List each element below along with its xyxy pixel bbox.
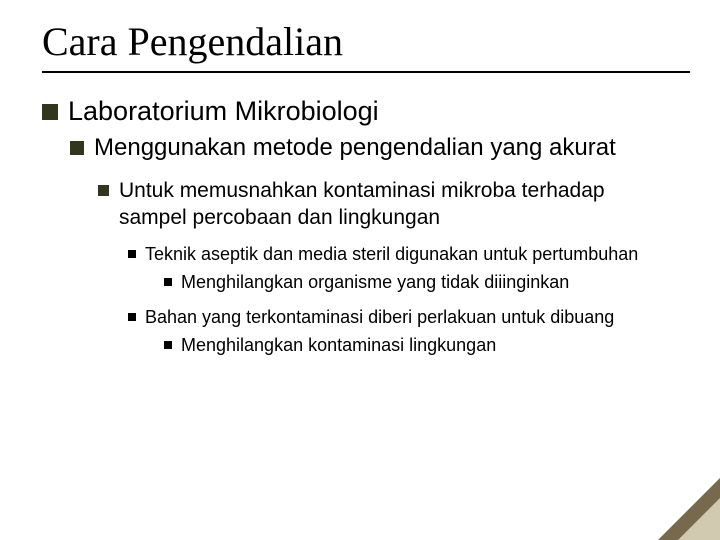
bullet-level-5: Menghilangkan organisme yang tidak diiin… — [164, 271, 670, 294]
bullet-text: Teknik aseptik dan media steril digunaka… — [145, 243, 670, 266]
slide-body: Laboratorium Mikrobiologi Menggunakan me… — [0, 73, 720, 357]
slide-title: Cara Pengendalian — [0, 0, 720, 71]
square-bullet-icon — [128, 250, 136, 258]
bullet-level-1: Laboratorium Mikrobiologi — [42, 95, 670, 129]
bullet-text: Menghilangkan kontaminasi lingkungan — [181, 334, 670, 357]
corner-accent-inner — [678, 498, 720, 540]
bullet-level-4: Bahan yang terkontaminasi diberi perlaku… — [128, 306, 670, 329]
square-bullet-icon — [164, 278, 172, 286]
bullet-level-5: Menghilangkan kontaminasi lingkungan — [164, 334, 670, 357]
bullet-level-2: Menggunakan metode pengendalian yang aku… — [70, 133, 670, 163]
square-bullet-icon — [42, 104, 58, 120]
bullet-text: Menghilangkan organisme yang tidak diiin… — [181, 271, 670, 294]
square-bullet-icon — [128, 313, 136, 321]
square-bullet-icon — [70, 141, 84, 155]
square-bullet-icon — [164, 341, 172, 349]
bullet-text: Menggunakan metode pengendalian yang aku… — [94, 133, 670, 163]
bullet-text: Laboratorium Mikrobiologi — [68, 95, 670, 129]
bullet-text: Bahan yang terkontaminasi diberi perlaku… — [145, 306, 670, 329]
bullet-level-4: Teknik aseptik dan media steril digunaka… — [128, 243, 670, 266]
bullet-level-3: Untuk memusnahkan kontaminasi mikroba te… — [98, 177, 670, 232]
square-bullet-icon — [98, 185, 109, 196]
bullet-text: Untuk memusnahkan kontaminasi mikroba te… — [119, 177, 670, 232]
